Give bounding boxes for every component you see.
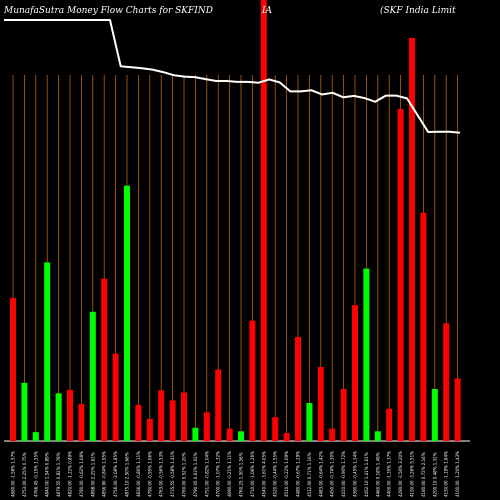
- money-flow-bar: [101, 278, 108, 441]
- x-tick-label: 4790.00 -0.95% 1.06%: [147, 451, 152, 497]
- x-tick-label: 4790.00 -0.62% 1.08%: [79, 451, 84, 497]
- money-flow-bar: [181, 392, 187, 441]
- money-flow-bar: [295, 336, 301, 441]
- x-tick-label: 4710.00 -1.06% 1.26%: [250, 451, 255, 497]
- x-tick-label: 4760.00 0.52% 1.20%: [182, 452, 187, 497]
- money-flow-bar: [238, 431, 244, 441]
- money-flow-bar: [158, 390, 165, 441]
- x-tick-label: 4680.00 -1.58% 1.57%: [11, 451, 16, 497]
- money-flow-bar: [272, 417, 279, 441]
- money-flow-bar: [443, 323, 450, 441]
- money-flow-bar: [283, 433, 290, 441]
- x-tick-label: 4840.00 1.54% 0.89%: [45, 452, 50, 497]
- x-tick-label: 4400.00 -1.35% 1.37%: [387, 451, 392, 497]
- money-flow-bar: [32, 432, 39, 441]
- x-tick-label: 4760.25 1.50% 1.56%: [239, 452, 244, 497]
- money-flow-line: [4, 19, 461, 134]
- x-tick-label: 4150.00 -1.19% 1.84%: [444, 451, 449, 497]
- money-flow-bar: [89, 311, 96, 441]
- x-tick-label: 4820.00 -1.22% 0.89%: [68, 451, 73, 497]
- x-tick-labels: 4680.00 -1.58% 1.57% 4753.00 2.25% 0.75% 4…: [11, 451, 461, 497]
- x-tick-label: 4290.00 -2.50% 3.20%: [398, 451, 403, 497]
- money-flow-bar: [203, 412, 210, 441]
- x-tick-label: 4100.00 -1.20% 1.43%: [455, 451, 460, 497]
- x-tick-label: 4756.00 -2.08% 1.85%: [113, 451, 118, 497]
- x-tick-label: 4540.00 -3.61% 4.05%: [261, 451, 266, 497]
- money-flow-bar: [431, 388, 438, 441]
- money-flow-bar: [317, 366, 324, 441]
- x-tick-label: 4150.00 -3.26% 5.51%: [410, 451, 415, 497]
- x-tick-label: 4751.00 -0.82% 1.04%: [204, 451, 209, 497]
- x-tick-label: 4512.00 0.71% 1.16%: [307, 452, 312, 497]
- money-flow-bar: [454, 378, 461, 441]
- x-tick-label: 4875.10 2.50% 1.66%: [125, 452, 130, 497]
- chart-title-middle: IA: [261, 6, 273, 16]
- money-flow-bar: [420, 212, 427, 441]
- money-flow-bar: [78, 403, 85, 441]
- x-tick-label: 4483.00 -0.64% 1.42%: [318, 451, 323, 497]
- x-tick-label: 4763.00 -0.56% 1.53%: [159, 451, 164, 497]
- chart-title-right: (SKF India Limit: [380, 5, 456, 16]
- money-flow-bar: [112, 353, 119, 441]
- money-flow-bar: [146, 418, 153, 441]
- x-tick-label: 4700.00 -1.07% 1.32%: [216, 451, 221, 497]
- chart-title-left: MunafaSutra Money Flow Charts for SKFIND: [3, 6, 213, 16]
- money-flow-bar: [192, 427, 199, 441]
- x-tick-label: 4520.00 -0.44% 1.55%: [273, 451, 278, 497]
- x-tick-label: 4766.45 -0.15% 1.55%: [33, 451, 38, 497]
- money-flow-bar: [340, 388, 347, 441]
- x-tick-label: 4460.00 0.18% 1.49%: [375, 452, 380, 497]
- money-flow-bar: [374, 431, 381, 441]
- x-tick-label: 4390.00 -0.45% 1.34%: [353, 451, 358, 497]
- x-tick-label: 4753.00 2.25% 0.75%: [22, 452, 27, 497]
- money-flow-bar: [397, 108, 404, 441]
- x-tick-label: 4836.00 -0.80% 1.11%: [136, 451, 141, 497]
- money-flow-bar: [10, 298, 16, 441]
- x-tick-label: 4452.10 1.41% 1.61%: [364, 452, 369, 497]
- money-flow-bar: [352, 305, 358, 441]
- money-flow-bar: [124, 185, 130, 441]
- x-tick-label: 4510.00 -0.22% 1.09%: [284, 451, 289, 497]
- money-flow-bar: [169, 400, 176, 441]
- money-flow-bar: [306, 403, 313, 441]
- money-flow-bar: [55, 393, 62, 441]
- x-tick-label: 4410.00 -0.90% 1.72%: [341, 451, 346, 497]
- money-flow-bar: [329, 428, 336, 441]
- x-tick-label: 4898.00 2.25% 1.62%: [90, 452, 95, 497]
- money-flow-bar: [386, 408, 393, 441]
- money-flow-bar: [260, 0, 267, 441]
- x-tick-label: 4200.10 0.48% 1.32%: [432, 452, 437, 497]
- money-flow-bar: [363, 268, 370, 441]
- x-tick-label: 4735.55 -0.58% 1.41%: [170, 451, 175, 497]
- money-flow-bar: [249, 320, 256, 441]
- money-flow-bar: [67, 389, 73, 441]
- money-flow-bar: [215, 369, 222, 441]
- money-flow-bar: [44, 262, 51, 441]
- x-tick-label: 4690.00 -0.21% 1.11%: [227, 451, 232, 497]
- x-tick-label: 4180.00 0.72% 2.16%: [421, 452, 426, 497]
- x-tick-label: 4879.55 0.82% 1.78%: [56, 452, 61, 497]
- x-tick-label: 4480.00 -0.67% 1.29%: [296, 451, 301, 497]
- money-flow-bar: [135, 404, 142, 441]
- bars: [10, 0, 461, 442]
- x-tick-label: 4856.90 -0.84% 1.95%: [102, 451, 107, 497]
- x-tick-label: 4450.00 -0.74% 1.30%: [330, 451, 335, 497]
- x-tick-label: 4790.05 0.63% 1.02%: [193, 452, 198, 497]
- money-flow-bar: [226, 428, 233, 441]
- money-flow-bar: [21, 382, 28, 441]
- money-flow-bar: [409, 37, 415, 442]
